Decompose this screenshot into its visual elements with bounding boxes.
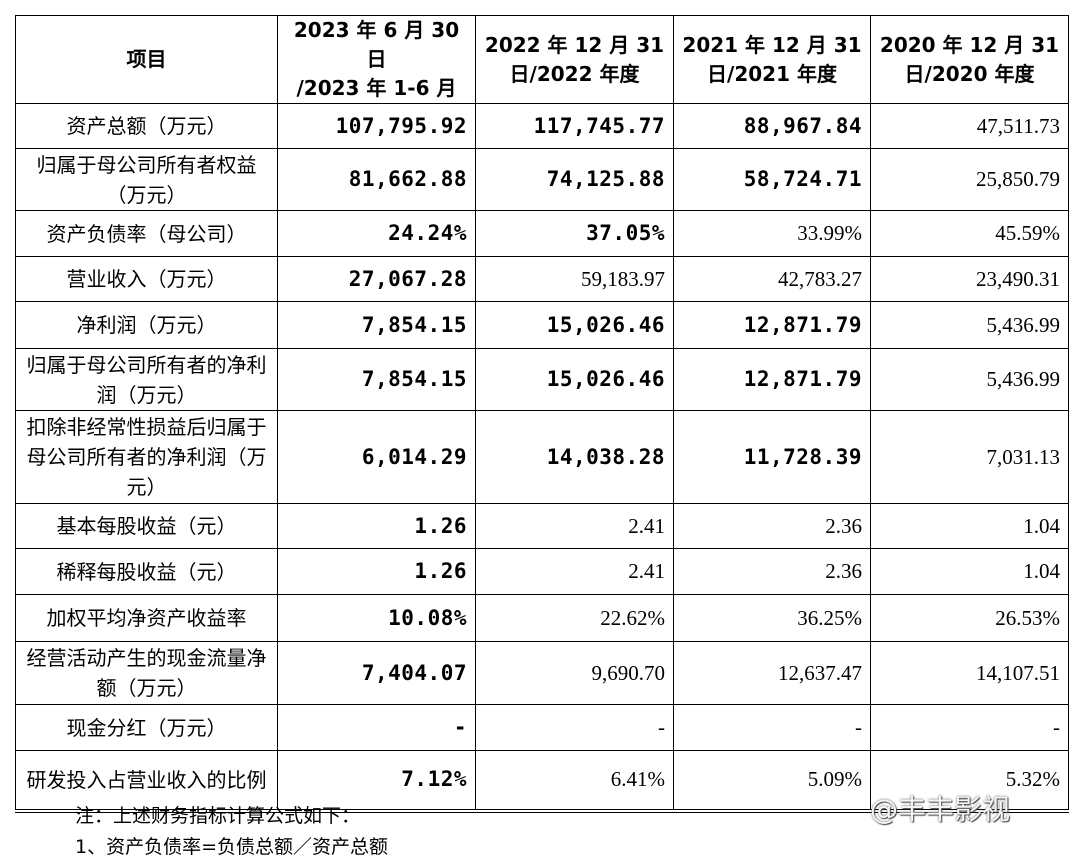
cell: 15,026.46 <box>475 301 674 349</box>
cell: 42,783.27 <box>673 256 871 302</box>
cell: 1.04 <box>870 503 1069 549</box>
row: 净利润（万元） 7,854.15 15,026.46 12,871.79 5,436.9… <box>15 301 1069 349</box>
cell: 26.53% <box>870 594 1069 642</box>
row: 扣除非经常性损益后归属于母公司所有者的净利润（万元） 6,014.29 14,038… <box>15 410 1069 504</box>
header-line: 2021 年 12 月 31 <box>682 32 862 57</box>
row: 经营活动产生的现金流量净额（万元） 7,404.07 9,690.70 12,637.… <box>15 641 1069 705</box>
row: 研发投入占营业收入的比例 7.12% 6.41% 5.09% 5.32% <box>15 750 1069 811</box>
cell: 107,795.92 <box>277 103 476 149</box>
header-line: 2022 年 12 月 31 <box>484 32 665 57</box>
row-label: 加权平均净资产收益率 <box>15 594 278 642</box>
cell: 7.12% <box>277 750 476 811</box>
row: 归属于母公司所有者的净利润（万元） 7,854.15 15,026.46 12,871… <box>15 348 1069 411</box>
cell: 58,724.71 <box>673 148 871 211</box>
header-line: 日/2021 年度 <box>707 61 837 86</box>
cell: 1.26 <box>277 503 476 549</box>
cell: 2.36 <box>673 548 871 595</box>
cell: 15,026.46 <box>475 348 674 411</box>
cell: - <box>475 704 674 751</box>
cell: 47,511.73 <box>870 103 1069 149</box>
cell: 14,107.51 <box>870 641 1069 705</box>
cell: - <box>870 704 1069 751</box>
cell: 12,871.79 <box>673 301 871 349</box>
row-label: 资产负债率（母公司） <box>15 210 278 257</box>
cell: 23,490.31 <box>870 256 1069 302</box>
cell: 7,854.15 <box>277 301 476 349</box>
row: 资产负债率（母公司） 24.24% 37.05% 33.99% 45.59% <box>15 210 1069 257</box>
cell: 24.24% <box>277 210 476 257</box>
cell: 7,854.15 <box>277 348 476 411</box>
row-label: 基本每股收益（元） <box>15 503 278 549</box>
cell: 9,690.70 <box>475 641 674 705</box>
header-cell: 2023 年 6 月 30 日/2023 年 1-6 月 <box>277 15 476 104</box>
cell: 11,728.39 <box>673 410 871 504</box>
row-label: 归属于母公司所有者权益（万元） <box>15 148 278 211</box>
header-line: 项目 <box>126 47 167 71</box>
header-cell: 2020 年 12 月 31 日/2020 年度 <box>870 15 1069 104</box>
cell: 10.08% <box>277 594 476 642</box>
row-label: 稀释每股收益（元） <box>15 548 278 595</box>
note: 1、资产负债率=负债总额／资产总额 <box>75 836 389 858</box>
cell: 6,014.29 <box>277 410 476 504</box>
cell: 59,183.97 <box>475 256 674 302</box>
cell: 81,662.88 <box>277 148 476 211</box>
cell: 22.62% <box>475 594 674 642</box>
header-line: 日/2022 年度 <box>509 61 640 86</box>
row: 稀释每股收益（元） 1.26 2.41 2.36 1.04 <box>15 548 1069 595</box>
header-line: 日/2020 年度 <box>904 61 1035 86</box>
row: 资产总额（万元） 107,795.92 117,745.77 88,967.84 47,… <box>15 103 1069 149</box>
note: 注：上述财务指标计算公式如下： <box>75 805 361 827</box>
cell: 1.04 <box>870 548 1069 595</box>
row-label: 现金分红（万元） <box>15 704 278 751</box>
row-label: 资产总额（万元） <box>15 103 278 149</box>
cell: 12,871.79 <box>673 348 871 411</box>
cell: 5,436.99 <box>870 348 1069 411</box>
cell: 2.36 <box>673 503 871 549</box>
watermark: @丰丰影视 <box>870 793 1011 826</box>
row-label: 净利润（万元） <box>15 301 278 349</box>
financial-table: 项目 2023 年 6 月 30 日/2023 年 1-6 月 2022 年 12 … <box>15 15 1069 813</box>
cell: 1.26 <box>277 548 476 595</box>
row-label: 经营活动产生的现金流量净额（万元） <box>15 641 278 705</box>
cell: 7,404.07 <box>277 641 476 705</box>
header-cell: 2022 年 12 月 31 日/2022 年度 <box>475 15 674 104</box>
row-label: 研发投入占营业收入的比例 <box>15 750 278 811</box>
cell: 36.25% <box>673 594 871 642</box>
cell: 14,038.28 <box>475 410 674 504</box>
cell: 5.32% <box>870 750 1069 811</box>
cell: 7,031.13 <box>870 410 1069 504</box>
cell: - <box>277 704 476 751</box>
header-cell: 2021 年 12 月 31 日/2021 年度 <box>673 15 871 104</box>
cell: 5,436.99 <box>870 301 1069 349</box>
row-label: 营业收入（万元） <box>15 256 278 302</box>
cell: 117,745.77 <box>475 103 674 149</box>
row: 加权平均净资产收益率 10.08% 22.62% 36.25% 26.53% <box>15 594 1069 642</box>
cell: 27,067.28 <box>277 256 476 302</box>
cell: 88,967.84 <box>673 103 871 149</box>
row: 归属于母公司所有者权益（万元） 81,662.88 74,125.88 58,724.… <box>15 148 1069 211</box>
cell: 25,850.79 <box>870 148 1069 211</box>
header-line: /2023 年 1-6 月 <box>296 76 457 100</box>
row: 营业收入（万元） 27,067.28 59,183.97 42,783.27 23,49… <box>15 256 1069 302</box>
cell: 37.05% <box>475 210 674 257</box>
header-line: 2020 年 12 月 31 <box>879 32 1060 57</box>
cell: 2.41 <box>475 548 674 595</box>
row-label: 归属于母公司所有者的净利润（万元） <box>15 348 278 411</box>
header-line: 2023 年 6 月 30 日 <box>293 18 460 71</box>
row: 现金分红（万元） - - - - <box>15 704 1069 751</box>
header-row: 项目 2023 年 6 月 30 日/2023 年 1-6 月 2022 年 12 … <box>15 15 1069 104</box>
cell: 5.09% <box>673 750 871 811</box>
cell: 74,125.88 <box>475 148 674 211</box>
cell: 45.59% <box>870 210 1069 257</box>
row-label: 扣除非经常性损益后归属于母公司所有者的净利润（万元） <box>15 410 278 504</box>
row: 基本每股收益（元） 1.26 2.41 2.36 1.04 <box>15 503 1069 549</box>
cell: - <box>673 704 871 751</box>
cell: 6.41% <box>475 750 674 811</box>
header-cell: 项目 <box>15 15 278 104</box>
cell: 33.99% <box>673 210 871 257</box>
cell: 2.41 <box>475 503 674 549</box>
cell: 12,637.47 <box>673 641 871 705</box>
